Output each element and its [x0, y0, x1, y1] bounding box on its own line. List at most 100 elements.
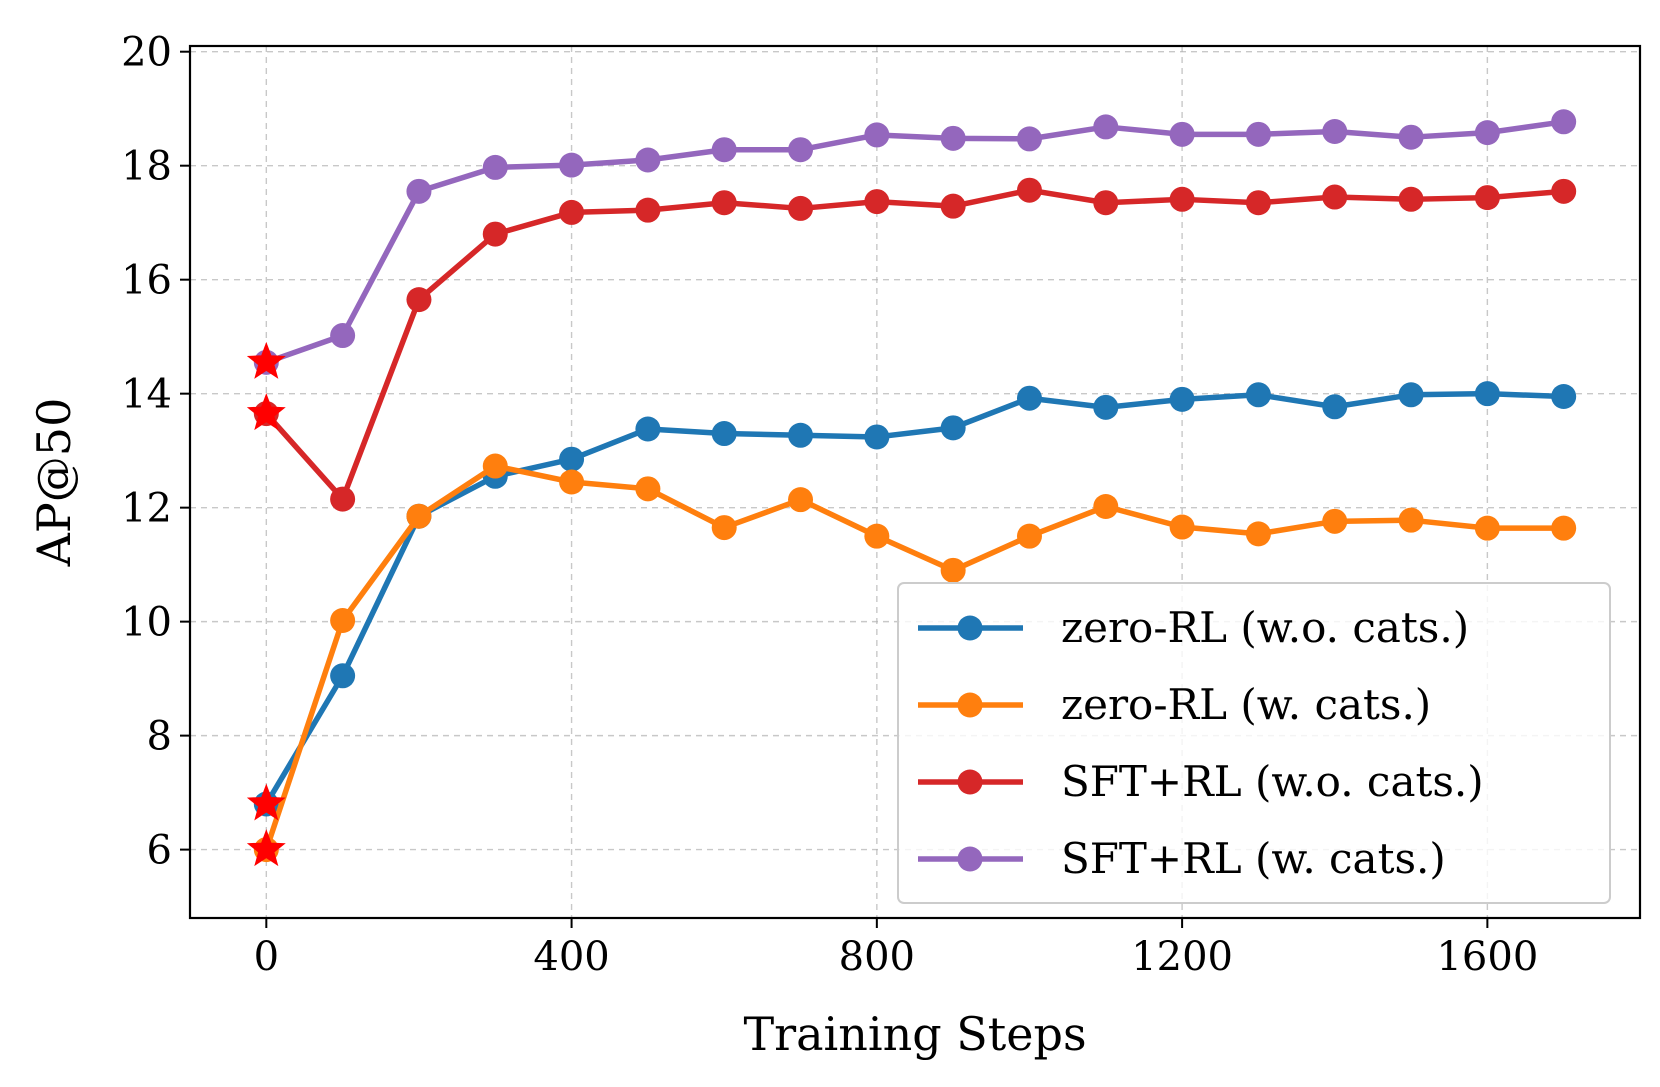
data-point — [1551, 384, 1577, 410]
data-point — [1474, 515, 1500, 541]
data-point — [1474, 185, 1500, 211]
series-line — [263, 390, 1567, 807]
legend-marker — [957, 692, 983, 718]
data-point — [1551, 178, 1577, 204]
data-point — [559, 446, 585, 472]
data-point — [1245, 121, 1271, 147]
data-point — [864, 189, 890, 215]
x-tick-label: 800 — [839, 934, 915, 980]
legend: zero-RL (w.o. cats.) zero-RL (w. cats.) … — [897, 582, 1611, 904]
data-point — [1169, 386, 1195, 412]
data-point — [330, 607, 356, 633]
data-point — [482, 221, 508, 247]
data-point — [1245, 190, 1271, 216]
data-point — [940, 193, 966, 219]
data-point — [1474, 381, 1500, 407]
data-point — [1398, 186, 1424, 212]
legend-entry: SFT+RL (w. cats.) — [918, 834, 1446, 883]
data-point — [1093, 494, 1119, 520]
data-point — [1093, 114, 1119, 140]
legend-box — [897, 582, 1611, 904]
x-tick-label: 1200 — [1131, 934, 1233, 980]
legend-marker — [957, 615, 983, 641]
legend-label: zero-RL (w. cats.) — [1061, 680, 1431, 729]
start-star-marker — [246, 393, 286, 431]
data-point — [864, 122, 890, 148]
data-point — [482, 154, 508, 180]
data-point — [406, 503, 432, 529]
data-point — [1398, 124, 1424, 150]
data-point — [1398, 382, 1424, 408]
data-point — [711, 515, 737, 541]
data-point — [406, 287, 432, 313]
legend-label: SFT+RL (w.o. cats.) — [1061, 757, 1484, 806]
data-point — [1551, 515, 1577, 541]
x-tick-label: 400 — [533, 934, 609, 980]
data-point — [330, 323, 356, 349]
y-tick-label: 8 — [147, 714, 172, 760]
data-point — [1398, 507, 1424, 533]
data-point — [1016, 385, 1042, 411]
data-point — [559, 152, 585, 178]
series-line — [263, 119, 1567, 366]
data-point — [1093, 394, 1119, 420]
data-point — [330, 486, 356, 512]
data-point — [711, 190, 737, 216]
y-tick-label: 18 — [121, 144, 172, 190]
start-star-marker — [246, 783, 286, 821]
data-point — [940, 125, 966, 151]
data-point — [1322, 184, 1348, 210]
data-point — [635, 147, 661, 173]
start-star-marker — [246, 341, 286, 379]
x-tick-label: 1600 — [1436, 934, 1538, 980]
data-point — [1016, 126, 1042, 152]
y-tick-label: 12 — [121, 486, 172, 532]
plot-frame — [188, 44, 1642, 920]
data-point — [1245, 382, 1271, 408]
data-point — [1474, 120, 1500, 146]
data-point — [788, 195, 814, 221]
data-point — [635, 416, 661, 442]
y-tick-label: 16 — [121, 258, 172, 304]
legend-marker — [957, 769, 983, 795]
data-point — [788, 487, 814, 513]
data-point — [559, 469, 585, 495]
legend-entry: zero-RL (w.o. cats.) — [918, 603, 1469, 652]
legend-entry: SFT+RL (w.o. cats.) — [918, 757, 1484, 806]
data-point — [1169, 186, 1195, 212]
data-point — [1016, 177, 1042, 203]
data-point — [940, 415, 966, 441]
data-point — [1245, 521, 1271, 547]
data-point — [1322, 508, 1348, 534]
series-line — [263, 463, 1567, 853]
data-point — [788, 137, 814, 163]
data-point — [1169, 121, 1195, 147]
data-point — [940, 557, 966, 583]
data-point — [711, 137, 737, 163]
data-point — [788, 422, 814, 448]
y-axis-title: AP@50 — [27, 398, 81, 568]
series-line — [263, 187, 1567, 502]
data-point — [1093, 190, 1119, 216]
series-layer — [253, 109, 1577, 863]
data-point — [482, 453, 508, 479]
y-tick-label: 10 — [121, 600, 172, 646]
y-tick-label: 20 — [121, 30, 172, 76]
legend-entry: zero-RL (w. cats.) — [918, 680, 1431, 729]
data-point — [559, 199, 585, 225]
data-point — [1551, 109, 1577, 135]
data-point — [330, 663, 356, 689]
data-point — [1169, 514, 1195, 540]
data-point — [1016, 523, 1042, 549]
x-tick-label: 0 — [254, 934, 279, 980]
legend-label: SFT+RL (w. cats.) — [1061, 834, 1446, 883]
x-axis-title: Training Steps — [743, 1007, 1086, 1061]
data-point — [711, 421, 737, 447]
legend-label: zero-RL (w.o. cats.) — [1061, 603, 1469, 652]
axis-ticks: 0 400 800 1200 1600 6 8 10 12 14 16 18 20 — [121, 30, 1538, 980]
data-point — [1322, 394, 1348, 420]
data-point — [1322, 118, 1348, 144]
data-point — [864, 424, 890, 450]
